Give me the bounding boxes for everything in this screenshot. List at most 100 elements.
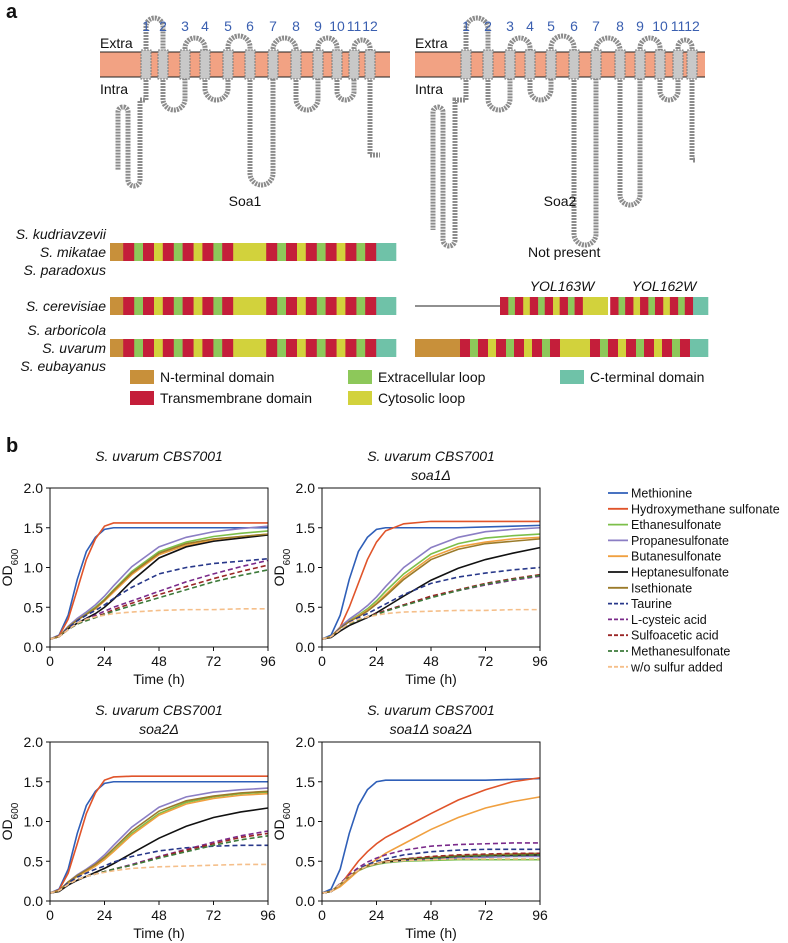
domain-segment [123,339,135,357]
domain-segment [297,297,307,315]
growth-curve [49,608,268,640]
x-tick-label: 0 [318,907,326,923]
domain-segment [162,297,175,315]
cytosolic-loop [293,77,321,113]
y-tick-label: 1.5 [24,774,44,790]
cytosolic-loop [160,77,188,113]
species-name: S. eubayanus [20,358,106,374]
chart-title: S. uvarum CBS7001 [367,448,495,464]
domain-segment [134,297,144,315]
domain-segment [222,297,234,315]
domain-segment [356,243,366,261]
domain-segment [610,297,619,315]
growth-curve [49,534,269,640]
helix [222,49,234,80]
domain-segment [154,297,164,315]
domain-segment [222,243,234,261]
legend-label: Isethionate [631,581,692,595]
helix-number: 12 [684,18,700,34]
domain-segment [182,243,194,261]
domain-segment [560,339,591,357]
domain-segment [574,297,584,315]
domain-segment [345,243,357,261]
domain-segment [266,339,278,357]
cytosolic-loop [202,77,231,103]
domain-segment [690,339,709,357]
y-axis-label-sub: 600 [10,548,21,565]
helix-number: 11 [347,18,362,34]
domain-segment [365,339,377,357]
x-tick-label: 48 [423,907,439,923]
n-terminal-tail [115,77,149,189]
domain-segment [626,339,637,357]
domain-segment [182,339,194,357]
y-tick-label: 0.0 [296,639,316,655]
domain-segment [633,297,641,315]
legend-label: Methionine [631,487,692,501]
domain-segment [162,243,175,261]
domain-segment [567,297,575,315]
legend-label: Hydroxymethane sulfonate [631,502,780,516]
helix-number: 12 [362,18,378,34]
domain-segment [544,297,554,315]
domain-segment [325,297,337,315]
domain-segment [336,243,346,261]
domain-segment [376,243,397,261]
domain-segment [582,297,609,315]
domain-segment [618,297,626,315]
helix-number: 10 [652,18,668,34]
y-tick-label: 2.0 [296,734,316,750]
domain-segment [162,339,175,357]
x-tick-label: 72 [206,653,222,669]
domain-segment [678,297,686,315]
y-axis-label: OD600 [271,802,293,840]
helix-number: 4 [526,18,534,34]
chart-title: soa1Δ [411,467,451,483]
domain-segment [654,297,664,315]
y-tick-label: 2.0 [296,480,316,496]
legend-label: Methanesulfonate [631,645,730,659]
domain-segment [644,339,655,357]
domain-segment [202,243,214,261]
helix [504,49,516,80]
domain-segment [222,339,234,357]
not-present-label: Not present [528,244,600,260]
chart-title: S. uvarum CBS7001 [95,448,223,464]
helix-number: 3 [506,18,514,34]
domain-segment [286,243,298,261]
domain-segment [618,339,627,357]
x-tick-label: 48 [423,653,439,669]
growth-curve [49,775,268,894]
domain-segment [173,297,183,315]
species-name: S. uvarum [42,340,106,356]
x-tick-label: 48 [151,653,167,669]
domain-segment [266,297,278,315]
y-tick-label: 1.5 [24,520,44,536]
domain-segment [110,339,124,357]
plot-frame [49,487,269,648]
legend-label: N-terminal domain [160,369,274,385]
helix [614,49,626,80]
legend-label: C-terminal domain [590,369,704,385]
y-tick-label: 1.0 [24,560,44,576]
plot-frame [49,741,269,902]
helix-number: 8 [292,18,300,34]
y-axis-label-sub: 600 [282,802,293,819]
domain-segment [277,339,287,357]
domain-segment [154,243,164,261]
domain-segment [365,243,377,261]
legend-swatch [130,391,154,405]
helix [654,49,666,80]
extra-label: Extra [100,35,133,51]
growth-curve [321,796,541,894]
extracellular-loop [637,35,663,52]
helix [140,49,152,80]
x-axis-label: Time (h) [133,925,185,941]
extracellular-loop [270,35,299,52]
helix [460,49,472,80]
domain-segment [488,339,497,357]
y-tick-label: 2.0 [24,734,44,750]
domain-segment [669,297,679,315]
helix-number: 8 [616,18,624,34]
